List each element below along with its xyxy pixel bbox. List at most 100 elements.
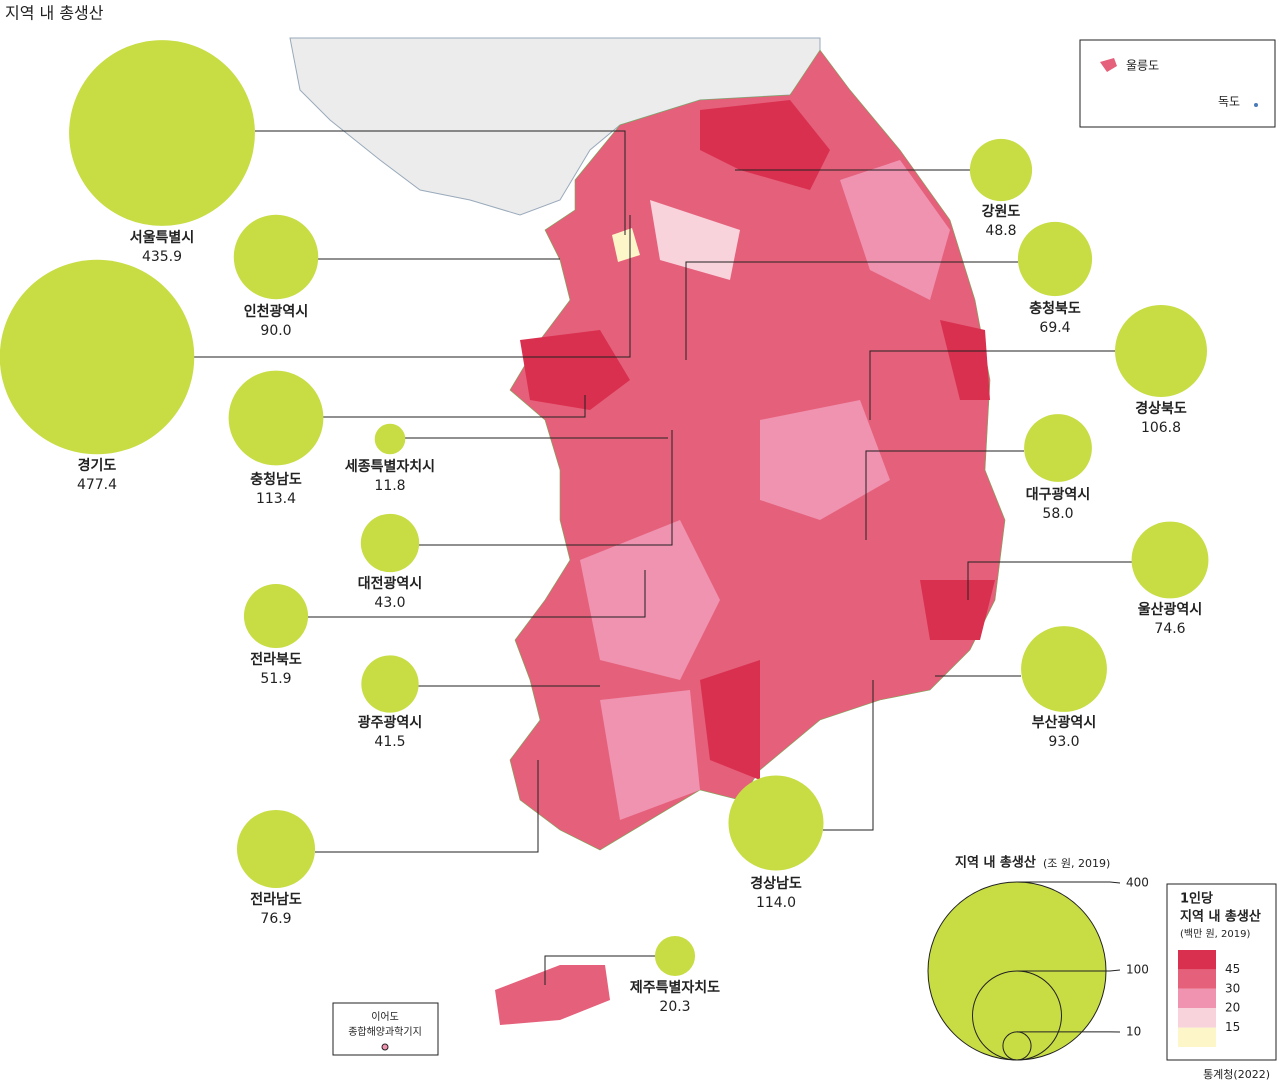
color-break-label: 30 [1225,981,1240,995]
gdp-circle [1115,305,1207,397]
ieodo-marker [381,1043,389,1051]
color-swatch [1178,969,1216,989]
district [840,160,950,300]
basemap [289,37,1006,1025]
inset-box: 울릉도 독도 [1079,39,1276,128]
region-value: 48.8 [985,223,1016,239]
region-value: 435.9 [142,249,182,265]
gdp-circle [1017,221,1093,297]
title: 지역 내 총생산 [5,4,104,23]
region-value: 106.8 [1141,420,1181,436]
color-legend-title: 지역 내 총생산 [1180,909,1261,925]
color-legend-unit: (백만 원, 2019) [1180,928,1250,940]
region-name: 광주광역시 [358,714,422,731]
region-value: 58.0 [1042,506,1073,522]
gdp-circle [654,935,696,977]
gdp-circle [1021,626,1107,712]
leader-line [419,430,673,546]
color-break-label: 20 [1225,1001,1240,1015]
gdp-circle [360,513,420,573]
region-name: 서울특별시 [130,229,194,246]
district [580,520,720,680]
leader-line [315,760,539,853]
region-name: 울산광역시 [1138,601,1202,618]
dokdo-shape [1254,103,1258,107]
region-value: 20.3 [659,999,690,1015]
ieodo-label: 이어도 [371,1011,399,1023]
leader-line [685,261,1018,360]
size-legend-unit: (조 원, 2019) [1043,857,1110,870]
leader-line [869,350,1115,420]
leader-line [865,450,1024,540]
region-name: 대구광역시 [1026,486,1090,503]
color-swatch [1178,988,1216,1009]
gdp-circle [969,138,1033,202]
gdp-circle [233,214,319,300]
region-value: 41.5 [374,734,405,750]
leader-line [194,215,631,358]
color-swatch [1178,950,1216,970]
leader-line [967,561,1132,600]
region-name: 강원도 [982,203,1021,220]
color-break-label: 45 [1225,962,1240,976]
district [920,580,995,640]
region-name: 세종특별자치시 [345,458,435,475]
ulleungdo-shape [1100,58,1117,72]
inset-label: 울릉도 [1126,59,1159,73]
leader-line [823,680,874,831]
inset-label: 독도 [1218,95,1240,109]
region-name: 충청남도 [250,471,302,488]
source: 통계청(2022) [1203,1068,1270,1081]
ieodo-label: 종합해양과학기지 [348,1025,422,1038]
leader-line [323,395,586,418]
size-legend-line [1017,969,1121,972]
district [600,690,700,820]
district [520,330,630,410]
region-value: 477.4 [77,477,117,493]
region-value: 11.8 [374,478,405,494]
district [700,100,830,190]
region-name: 경기도 [78,457,117,474]
region-value: 51.9 [260,671,291,687]
color-swatch [1178,1008,1216,1028]
district [612,228,640,262]
region-value: 114.0 [756,895,796,911]
size-legend-title: 지역 내 총생산 [955,855,1036,871]
size-legend-label: 400 [1126,876,1149,890]
region-name: 제주특별자치도 [630,979,720,996]
gdp-circle [728,775,824,871]
region-name: 부산광역시 [1032,714,1096,731]
region-value: 74.6 [1154,621,1185,637]
region-name: 경상북도 [1135,400,1187,417]
gdp-circle [361,655,419,713]
leader-line [255,130,626,235]
color-break-label: 15 [1225,1020,1240,1034]
ieodo-box: 이어도 종합해양과학기지 [332,1002,439,1056]
region-name: 전라남도 [250,891,302,908]
region-name: 대전광역시 [358,575,422,592]
size-legend: 지역 내 총생산 (조 원, 2019) 400 100 10 [927,855,1149,1061]
region-value: 43.0 [374,595,405,611]
district [940,320,990,400]
color-legend-title: 1인당 [1180,891,1213,907]
gdp-circle [236,809,316,889]
region-value: 113.4 [256,491,296,507]
gdp-circle [1024,414,1092,482]
region-value: 69.4 [1039,320,1070,336]
gdp-circle [1131,521,1209,599]
color-legend: 1인당 지역 내 총생산 (백만 원, 2019) 45 30 20 15 [1166,883,1277,1061]
gdp-circle [228,370,324,466]
region-value: 76.9 [260,911,291,927]
size-legend-line [1017,881,1121,884]
gdp-circle [243,583,309,649]
district [700,660,760,780]
leader-line [308,570,646,618]
region-name: 경상남도 [750,875,802,892]
size-legend-label: 10 [1126,1025,1141,1039]
gdp-circle [69,40,255,226]
district [760,400,890,520]
region-name: 전라북도 [250,651,302,668]
gdp-circle [374,423,406,455]
gdp-circle [0,259,195,455]
